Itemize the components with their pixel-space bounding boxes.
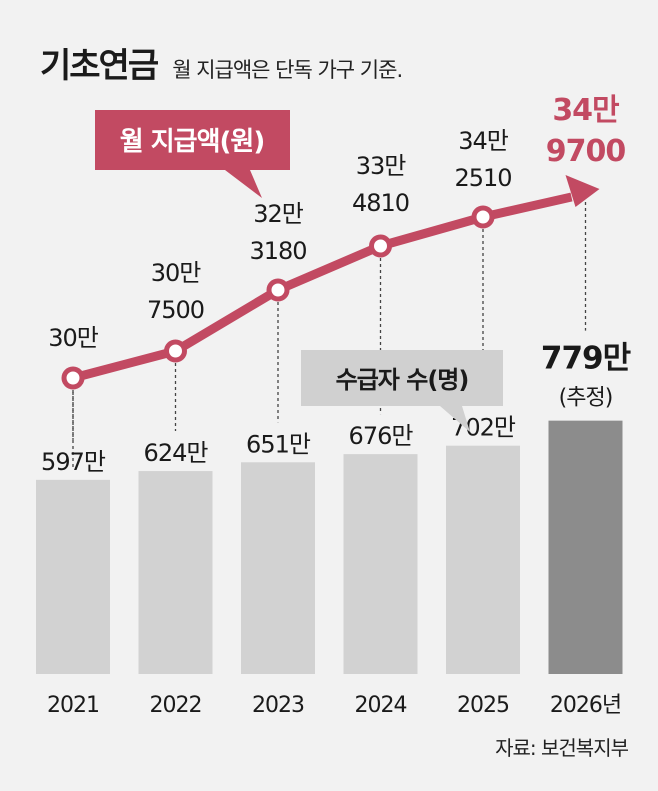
line-value-label: 32만 xyxy=(253,200,304,228)
chart-subtitle: 월 지급액은 단독 가구 기준. xyxy=(172,58,403,82)
line-value-label: 33만 xyxy=(356,152,407,180)
line-point-marker xyxy=(369,234,392,258)
line-arrowhead xyxy=(565,175,600,207)
bar-2022 xyxy=(138,471,213,674)
line-value-label: 34만 xyxy=(552,93,620,128)
line-legend-callout xyxy=(95,110,290,198)
bar-value-label: 676만 xyxy=(349,422,414,450)
bar-value-label: 651만 xyxy=(246,430,311,458)
x-tick-label: 2023 xyxy=(252,693,304,718)
bar-value-label: 779만 xyxy=(541,341,631,377)
line-point-marker xyxy=(266,278,290,302)
x-tick-label: 2025 xyxy=(457,693,509,718)
bar-2026년 xyxy=(548,420,623,674)
source-note: 자료: 보건복지부 xyxy=(495,736,629,760)
bar-estimate-note: (추정) xyxy=(559,386,613,411)
line-value-label: 30만 xyxy=(48,324,99,352)
chart-header: 기초연금 월 지급액은 단독 가구 기준. xyxy=(40,38,403,87)
bar-value-label: 597만 xyxy=(41,448,106,476)
bar-legend-label: 수급자 수(명) xyxy=(336,366,469,394)
guides-layer xyxy=(72,202,587,470)
line-value-label: 9700 xyxy=(546,134,626,169)
labels-layer: 2021 2022 2023 2024 2025 2026년 597만 624만 651만 676… xyxy=(41,93,632,718)
line-point-marker xyxy=(471,205,495,229)
line-layer xyxy=(61,175,600,390)
bar-2023 xyxy=(241,462,315,674)
bars-layer xyxy=(36,420,623,674)
x-tick-label: 2026년 xyxy=(550,693,621,718)
bar-legend-callout xyxy=(301,350,503,432)
line-point-marker xyxy=(61,366,85,390)
line-value-label: 7500 xyxy=(147,296,204,324)
chart-title: 기초연금 xyxy=(40,46,159,86)
x-tick-label: 2024 xyxy=(355,693,407,718)
x-tick-label: 2021 xyxy=(47,693,99,718)
line-value-label: 3180 xyxy=(249,237,306,265)
line-series-path xyxy=(71,192,573,383)
callouts-layer: 월 지급액(원) 수급자 수(명) xyxy=(95,110,503,432)
bar-2025 xyxy=(446,445,520,674)
bar-2021 xyxy=(36,479,110,674)
line-value-label: 4810 xyxy=(352,189,409,217)
line-value-label: 30만 xyxy=(151,259,202,287)
bar-value-label: 624만 xyxy=(144,439,209,467)
line-value-label: 34만 xyxy=(458,127,509,155)
line-legend-label: 월 지급액(원) xyxy=(120,127,264,157)
bar-2024 xyxy=(343,454,418,674)
x-tick-label: 2022 xyxy=(150,693,202,718)
line-value-label: 2510 xyxy=(454,164,511,192)
line-point-marker xyxy=(164,339,187,363)
